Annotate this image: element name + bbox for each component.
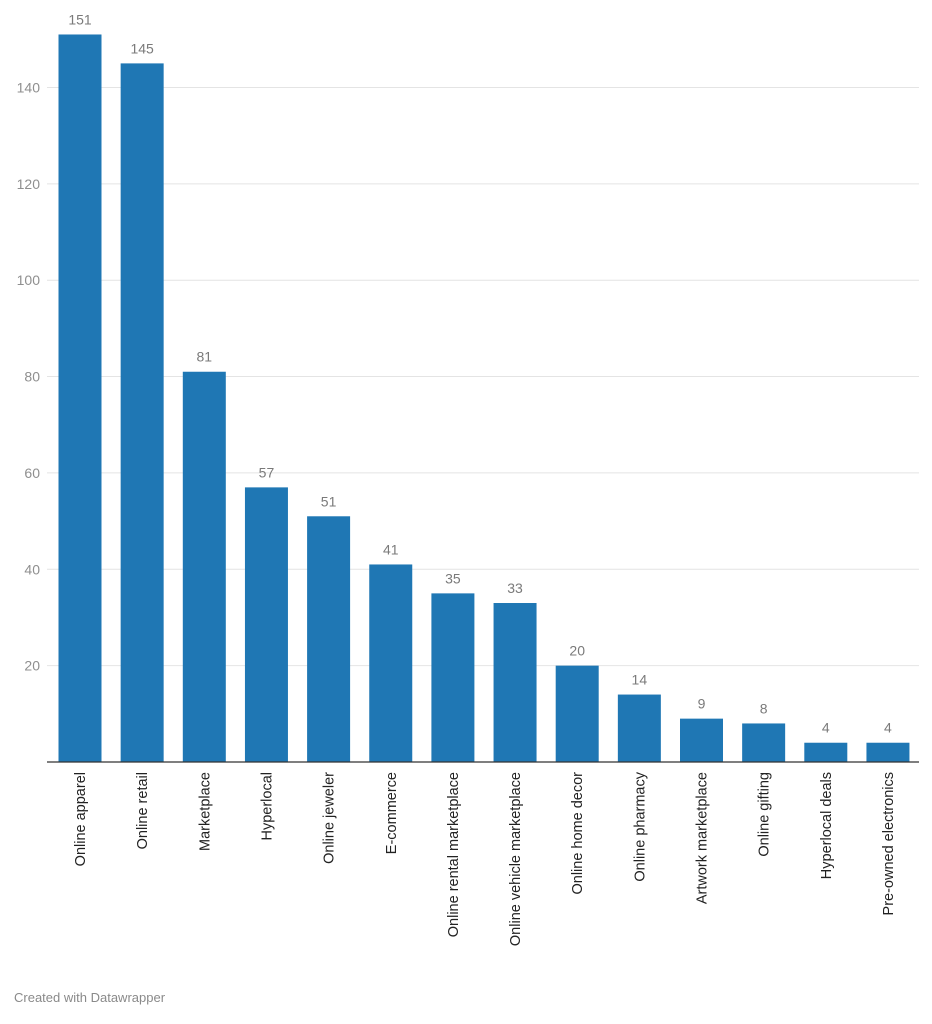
- category-label: Pre-owned electronics: [881, 772, 897, 915]
- bar-value-label: 35: [445, 570, 461, 586]
- bar-value-label: 57: [259, 464, 275, 480]
- bar: [680, 718, 723, 762]
- bar: [804, 742, 848, 762]
- x-axis-category-labels: Online apparel Online retail Marketplace Hy…: [73, 771, 897, 946]
- bar-value-label: 145: [130, 40, 154, 56]
- bar-value-label: 4: [884, 720, 892, 736]
- bars: [58, 34, 910, 763]
- bar: [58, 34, 102, 763]
- bar-value-label: 151: [68, 11, 92, 27]
- bar-chart: 151 145 81 57 51 41 35 33 20 14 9 8 4 4 20 40 60 80 100 12…: [17, 11, 919, 946]
- category-label: Marketplace: [197, 772, 213, 851]
- category-label: Online pharmacy: [632, 771, 648, 881]
- category-label: Online retail: [135, 772, 151, 849]
- y-tick-label: 140: [17, 79, 41, 95]
- y-tick-label: 120: [17, 176, 41, 192]
- bar-value-label: 41: [383, 541, 399, 557]
- bar: [493, 603, 537, 762]
- bar: [182, 371, 226, 762]
- datawrapper-credit[interactable]: Created with Datawrapper: [14, 990, 166, 1005]
- bar: [244, 487, 288, 762]
- bar: [866, 742, 910, 762]
- bar-value-label: 20: [569, 643, 585, 659]
- bar: [369, 564, 413, 762]
- bar: [431, 593, 475, 762]
- y-axis-ticks: 20 40 60 80 100 120 140: [17, 79, 41, 673]
- category-label: Hyperlocal deals: [819, 772, 835, 879]
- bar-value-label: 33: [507, 580, 523, 596]
- bar: [742, 723, 786, 762]
- category-label: Online home decor: [570, 772, 586, 895]
- bar: [555, 665, 599, 762]
- gridlines: [47, 86, 919, 667]
- data-labels: 151 145 81 57 51 41 35 33 20 14 9 8 4 4: [68, 11, 892, 735]
- category-label: Online vehicle marketplace: [508, 772, 524, 946]
- y-tick-label: 100: [17, 272, 41, 288]
- bar-value-label: 81: [197, 349, 213, 365]
- bar: [617, 694, 661, 762]
- y-tick-label: 60: [24, 465, 40, 481]
- category-label: Online jeweler: [322, 772, 338, 864]
- bar-value-label: 51: [321, 493, 337, 509]
- category-label: Artwork marketplace: [695, 772, 711, 904]
- category-label: Online rental marketplace: [446, 772, 462, 937]
- category-label: E-commerce: [384, 772, 400, 854]
- y-tick-label: 80: [24, 369, 40, 385]
- y-tick-label: 20: [24, 658, 40, 674]
- category-label: Hyperlocal: [259, 772, 275, 841]
- y-tick-label: 40: [24, 561, 40, 577]
- bar-value-label: 8: [760, 700, 768, 716]
- bar-value-label: 4: [822, 720, 830, 736]
- bar: [120, 63, 164, 762]
- category-label: Online gifting: [757, 772, 773, 857]
- bar: [307, 516, 351, 762]
- category-label: Online apparel: [73, 772, 89, 866]
- bar-value-label: 9: [698, 696, 706, 712]
- bar-value-label: 14: [632, 672, 648, 688]
